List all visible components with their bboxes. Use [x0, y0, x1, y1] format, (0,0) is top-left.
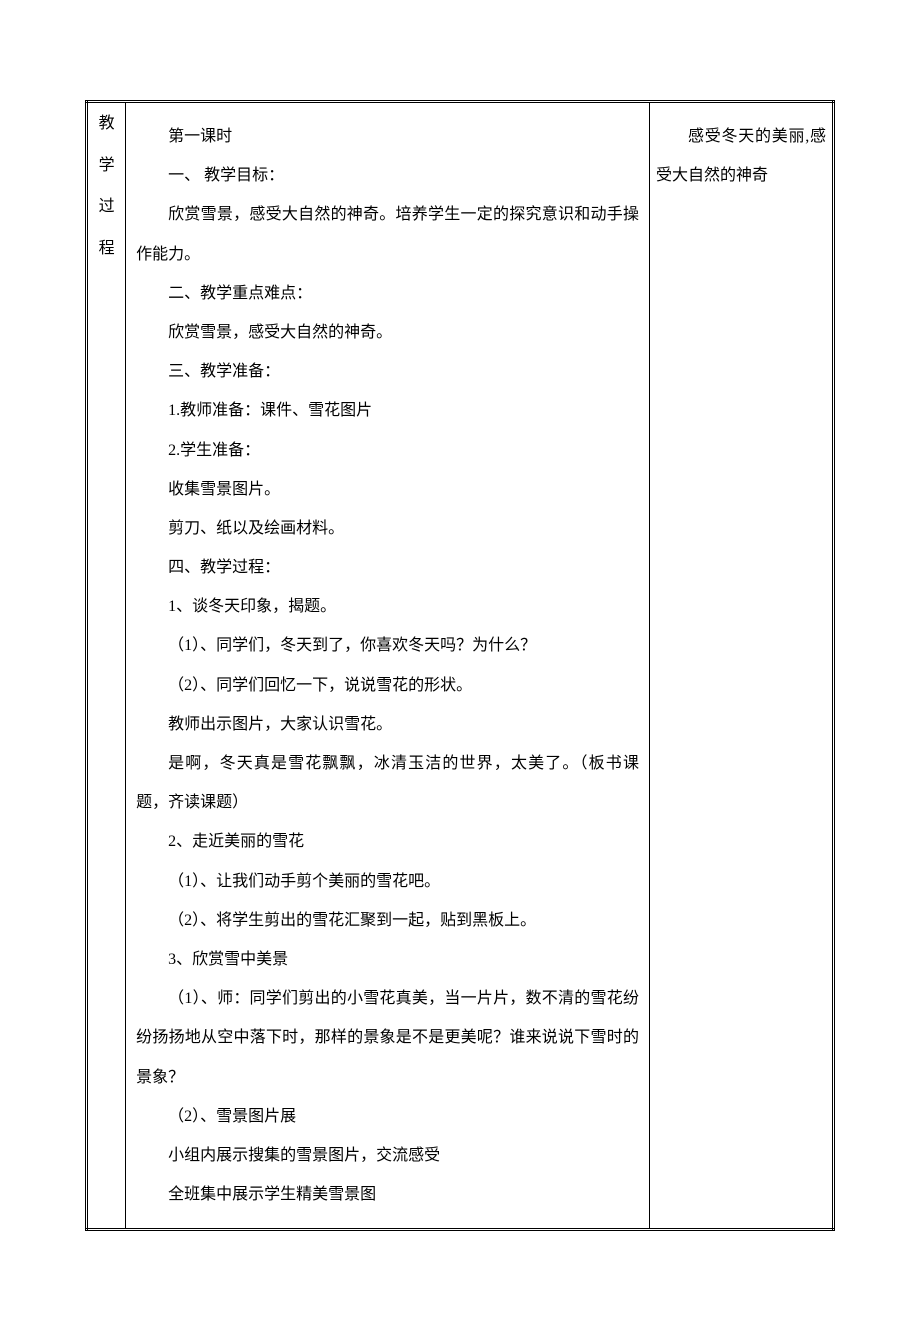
content-line: 3、欣赏雪中美景	[136, 940, 639, 979]
content-line: 1.教师准备：课件、雪花图片	[136, 391, 639, 430]
content-line: 欣赏雪景，感受大自然的神奇。	[136, 313, 639, 352]
content-line: （1）、师：同学们剪出的小雪花真美，当一片片，数不清的雪花纷纷扬扬地从空中落下时…	[136, 979, 639, 1097]
label-char-2: 学	[88, 145, 125, 187]
row-label-cell: 教 学 过 程	[87, 102, 126, 1230]
content-line: 四、教学过程：	[136, 548, 639, 587]
label-char-4: 程	[88, 228, 125, 270]
content-line: 一、 教学目标：	[136, 156, 639, 195]
content-line: 1、谈冬天印象，揭题。	[136, 587, 639, 626]
content-line: 全班集中展示学生精美雪景图	[136, 1175, 639, 1214]
lesson-plan-table: 教 学 过 程 第一课时 一、 教学目标： 欣赏雪景，感受大自然的神奇。培养学生…	[85, 100, 835, 1231]
content-line: （1）、让我们动手剪个美丽的雪花吧。	[136, 862, 639, 901]
label-char-3: 过	[88, 186, 125, 228]
content-line: 收集雪景图片。	[136, 470, 639, 509]
content-line: （2）、将学生剪出的雪花汇聚到一起，贴到黑板上。	[136, 901, 639, 940]
content-line: 剪刀、纸以及绘画材料。	[136, 509, 639, 548]
content-line: 第一课时	[136, 117, 639, 156]
content-line: 二、教学重点难点：	[136, 274, 639, 313]
content-line: 小组内展示搜集的雪景图片，交流感受	[136, 1136, 639, 1175]
content-line: （2）、雪景图片展	[136, 1097, 639, 1136]
label-char-1: 教	[88, 103, 125, 145]
content-line: （1）、同学们，冬天到了，你喜欢冬天吗？为什么？	[136, 626, 639, 665]
note-cell: 感受冬天的美丽,感受大自然的神奇	[649, 102, 833, 1230]
content-line: 三、教学准备：	[136, 352, 639, 391]
content-line: （2）、同学们回忆一下，说说雪花的形状。	[136, 666, 639, 705]
content-line: 是啊，冬天真是雪花飘飘，冰清玉洁的世界，太美了。（板书课题，齐读课题）	[136, 744, 639, 822]
note-text: 感受冬天的美丽,感受大自然的神奇	[656, 117, 826, 195]
content-line: 欣赏雪景，感受大自然的神奇。培养学生一定的探究意识和动手操作能力。	[136, 195, 639, 273]
content-line: 2、走近美丽的雪花	[136, 822, 639, 861]
content-line: 教师出示图片，大家认识雪花。	[136, 705, 639, 744]
content-cell: 第一课时 一、 教学目标： 欣赏雪景，感受大自然的神奇。培养学生一定的探究意识和…	[126, 102, 650, 1230]
content-line: 2.学生准备：	[136, 431, 639, 470]
